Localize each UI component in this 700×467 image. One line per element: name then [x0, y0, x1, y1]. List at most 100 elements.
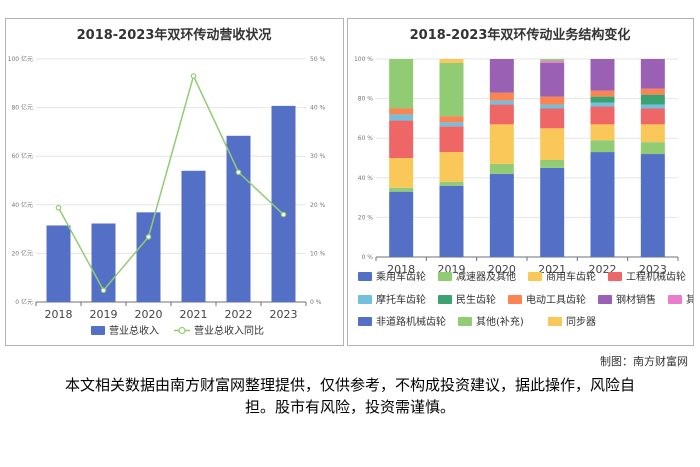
- legend-swatch: [358, 272, 372, 281]
- x-tick-label: 2022: [225, 308, 253, 321]
- yoy-line: [57, 73, 285, 292]
- legend-label: 工程机械齿轮: [626, 270, 686, 283]
- x-tick-label: 2018: [45, 308, 73, 321]
- stack-segment: [439, 126, 464, 153]
- stack-segment: [389, 59, 414, 109]
- legend-label: 电动工具齿轮: [526, 293, 586, 306]
- stack-segment: [590, 90, 615, 97]
- stack-segment: [389, 114, 414, 121]
- stack-segment: [590, 124, 615, 141]
- y-tick-label: 60 %: [358, 135, 374, 142]
- stack-segment: [439, 122, 464, 127]
- legend-swatch: [358, 295, 372, 304]
- stack-segment: [590, 140, 615, 153]
- legend-swatch: [528, 272, 542, 281]
- y-tick-label: 40 %: [358, 175, 374, 182]
- legend-label: 同步器: [566, 316, 596, 328]
- x-tick-label: 2020: [488, 263, 516, 276]
- stack-segment: [590, 59, 615, 91]
- stack-segment: [540, 159, 565, 168]
- yoy-point: [190, 73, 197, 79]
- stack-segment: [640, 59, 665, 89]
- y-left-tick-label: 80 亿元: [11, 104, 33, 112]
- yoy-point: [280, 211, 287, 218]
- y-right-tick-label: 10 %: [310, 250, 326, 257]
- stack-segment: [389, 108, 414, 115]
- legend-swatch: [668, 295, 682, 304]
- y-right-tick-label: 30 %: [310, 153, 326, 160]
- stack-segment: [389, 187, 414, 192]
- stack-segment: [540, 167, 565, 257]
- y-tick-label: 100 %: [354, 56, 373, 63]
- stack-segment: [540, 128, 565, 160]
- y-right-tick-label: 0 %: [310, 299, 322, 306]
- stack-segment: [389, 158, 414, 188]
- stack-segment: [439, 62, 464, 117]
- legend-label: 摩托车齿轮: [376, 293, 426, 306]
- stack-segment: [489, 92, 514, 101]
- revenue-bar: [226, 135, 251, 302]
- legend-swatch: [548, 317, 562, 326]
- chart-title: 2018-2023年双环传动营收状况: [77, 27, 272, 43]
- stack-segment: [640, 88, 665, 95]
- legend-marker-yoy: [178, 326, 186, 335]
- y-right-tick-label: 50 %: [310, 56, 326, 63]
- stack-segment: [389, 191, 414, 257]
- legend-swatch: [458, 317, 472, 326]
- stack-segment: [389, 120, 414, 158]
- y-left-tick-label: 60 亿元: [11, 152, 33, 160]
- stack-segment: [640, 94, 665, 105]
- stack-segment: [489, 124, 514, 164]
- x-tick-label: 2019: [90, 308, 118, 321]
- business-structure-chart: 2018-2023年双环传动业务结构变化 0 % 20 % 40 % 60 % 80 % 1…: [354, 27, 700, 328]
- legend-label: 钢材销售: [616, 293, 656, 306]
- legend-label: 商用车齿轮: [546, 270, 596, 283]
- revenue-bar: [46, 225, 71, 302]
- y-left-tick-label: 20 亿元: [11, 249, 33, 257]
- stack-segment: [439, 181, 464, 186]
- y-left-tick-label: 0 亿元: [15, 298, 33, 306]
- legend-swatch: [438, 295, 452, 304]
- x-tick-label: 2020: [135, 308, 163, 321]
- stack-segment: [439, 185, 464, 257]
- stack-segment: [640, 154, 665, 257]
- x-tick-label: 2023: [639, 263, 667, 276]
- disclaimer-text: 本文相关数据由南方财富网整理提供，仅供参考，不构成投资建议，据此操作，风险自担。…: [64, 376, 635, 416]
- legend-label-revenue: 营业总收入: [109, 324, 159, 337]
- stack-segment: [640, 104, 665, 109]
- credit-label: 制图：南方财富网: [600, 355, 688, 368]
- stack-segment: [489, 163, 514, 174]
- stack-segment: [439, 59, 464, 63]
- stack-segment: [640, 142, 665, 155]
- revenue-bar: [271, 105, 296, 302]
- stack-segment: [489, 100, 514, 105]
- y-left-tick-label: 100 亿元: [8, 55, 33, 63]
- stack-segment: [489, 104, 514, 125]
- x-tick-label: 2021: [538, 263, 566, 276]
- stack-segment: [489, 59, 514, 93]
- legend-label: 乘用车齿轮: [376, 270, 426, 283]
- stack-segment: [590, 152, 615, 257]
- y-right-tick-label: 40 %: [310, 105, 326, 112]
- stack-segment: [439, 116, 464, 123]
- stack-segment: [540, 60, 565, 63]
- revenue-bar: [181, 170, 206, 302]
- y-right-tick-label: 20 %: [310, 202, 326, 209]
- stack-segment: [590, 96, 615, 103]
- legend-label: 其他: [686, 293, 693, 306]
- legend-label: 民生齿轮: [456, 293, 496, 306]
- legend-swatch: [608, 272, 622, 281]
- legend-label: 减速器及其他: [456, 270, 516, 283]
- stack-segment: [489, 173, 514, 257]
- legend-label: 非道路机械齿轮: [376, 315, 446, 328]
- stack-segment: [540, 96, 565, 105]
- stack-segment: [640, 108, 665, 125]
- legend-swatch: [508, 295, 522, 304]
- x-tick-label: 2021: [180, 308, 208, 321]
- stack-segment: [540, 104, 565, 109]
- x-tick-label: 2023: [270, 308, 298, 321]
- stack-segment: [640, 124, 665, 143]
- revenue-bar: [136, 212, 161, 302]
- y-left-tick-label: 40 亿元: [11, 201, 33, 209]
- x-tick-label: 2018: [387, 263, 415, 276]
